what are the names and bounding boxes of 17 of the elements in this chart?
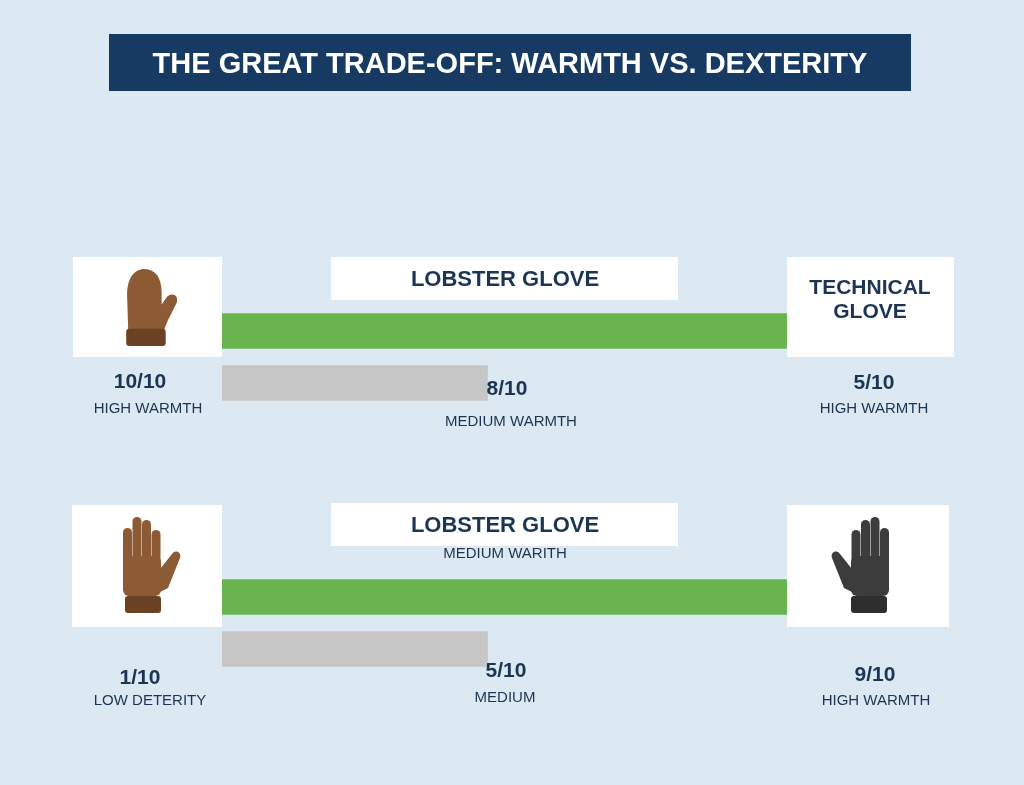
text: 1/10 — [119, 665, 161, 689]
text: TECHNICAL GLOVE — [808, 275, 932, 323]
text: LOBSTER GLOVE — [410, 511, 600, 538]
text: MEDIUM WARMTH — [445, 411, 577, 430]
text: MEDIUM — [474, 687, 536, 706]
text: LOBSTER GLOVE — [410, 265, 600, 292]
text: HIGH WARMTH — [821, 690, 931, 709]
annotation: 5/10 — [485, 658, 527, 682]
text: 10/10 — [113, 369, 167, 393]
text: HIGH WARMTH — [819, 398, 929, 417]
annotation: 8/10 — [486, 376, 528, 400]
text: MEDIUM WARITH — [443, 543, 567, 562]
text: 5/10 — [853, 370, 895, 394]
chart-title: THE GREAT TRADE-OFF: WARMTH VS. DEXTERITY — [152, 46, 868, 80]
text: 9/10 — [854, 662, 896, 686]
text: HIGH WARMTH — [93, 398, 203, 417]
text: LOW DETERITY — [93, 690, 207, 709]
